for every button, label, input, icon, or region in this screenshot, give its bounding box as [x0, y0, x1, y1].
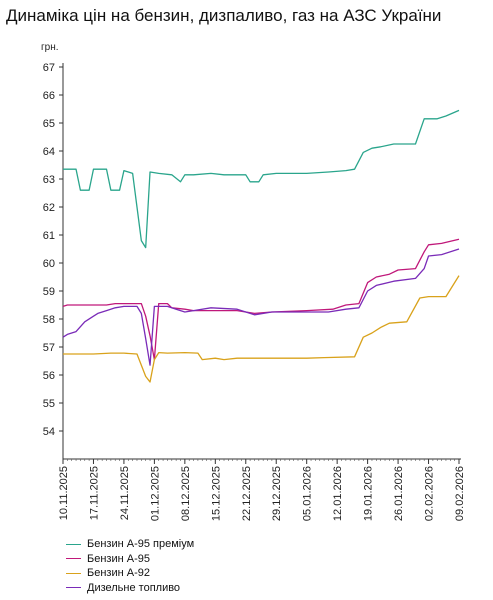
y-tick-label: 67	[43, 62, 55, 74]
y-tick-label: 65	[43, 118, 55, 130]
x-tick-label: 17.11.2025	[88, 466, 100, 520]
y-tick-label: 64	[43, 146, 55, 158]
chart-series	[62, 109, 460, 383]
y-axis-label: грн.	[41, 42, 59, 53]
x-tick-label: 10.11.2025	[58, 466, 70, 520]
y-tick-label: 56	[43, 370, 55, 382]
y-tick-label: 63	[43, 174, 55, 186]
x-tick-label: 08.12.2025	[180, 466, 192, 521]
y-tick-label: 58	[43, 314, 55, 326]
line-chart: грн. 54 55 56 57 58 59 60 61 62 63 64 65 66 67 10.11.20…	[41, 42, 466, 521]
series-line-2	[62, 238, 460, 361]
chart-axes: грн. 54 55 56 57 58 59 60 61 62 63 64 65 66 67 10.11.20…	[41, 42, 466, 521]
x-tick-label: 09.02.2026	[454, 466, 466, 521]
x-tick-label: 12.01.2026	[332, 466, 344, 521]
x-tick-label: 24.11.2025	[119, 466, 131, 520]
y-tick-label: 62	[43, 202, 55, 214]
legend-swatch	[66, 558, 81, 560]
y-tick-label: 66	[43, 90, 55, 102]
y-tick-label: 55	[43, 398, 55, 410]
y-tick-label: 59	[43, 286, 55, 298]
series-line-4	[62, 248, 460, 366]
x-tick-label: 26.01.2026	[393, 466, 405, 521]
legend-label: Дизельне топливо	[87, 581, 181, 594]
legend-swatch	[66, 543, 81, 545]
series-line-1	[63, 109, 460, 249]
chart-title: Динаміка цін на бензин, дизпаливо, газ н…	[6, 6, 442, 25]
y-tick-label: 57	[43, 342, 55, 354]
x-tick-label: 01.12.2025	[149, 466, 161, 521]
legend-swatch	[66, 572, 81, 574]
x-tick-label: 29.12.2025	[271, 466, 283, 521]
legend-item: Бензин А-95 преміум	[66, 537, 194, 552]
legend-label: Бензин А-95 преміум	[87, 538, 195, 551]
legend-label: Бензин А-95	[87, 552, 150, 565]
x-tick-label: 05.01.2026	[302, 466, 314, 521]
legend-swatch	[66, 587, 81, 589]
series-line-3	[63, 275, 460, 383]
legend-item: Бензин А-95	[66, 552, 194, 567]
legend-label: Бензин А-92	[87, 567, 150, 580]
x-tick-label: 22.12.2025	[241, 466, 253, 521]
y-tick-label: 61	[43, 230, 55, 242]
chart-legend: Бензин А-95 преміум Бензин А-95 Бензин А-9…	[66, 537, 194, 595]
legend-item: Бензин А-92	[66, 566, 194, 581]
x-tick-label: 19.01.2026	[363, 466, 375, 521]
x-tick-label: 02.02.2026	[424, 466, 436, 521]
x-tick-label: 15.12.2025	[210, 466, 222, 521]
y-tick-label: 60	[43, 258, 55, 270]
legend-item: Дизельне топливо	[66, 581, 194, 596]
y-tick-label: 54	[43, 426, 55, 438]
